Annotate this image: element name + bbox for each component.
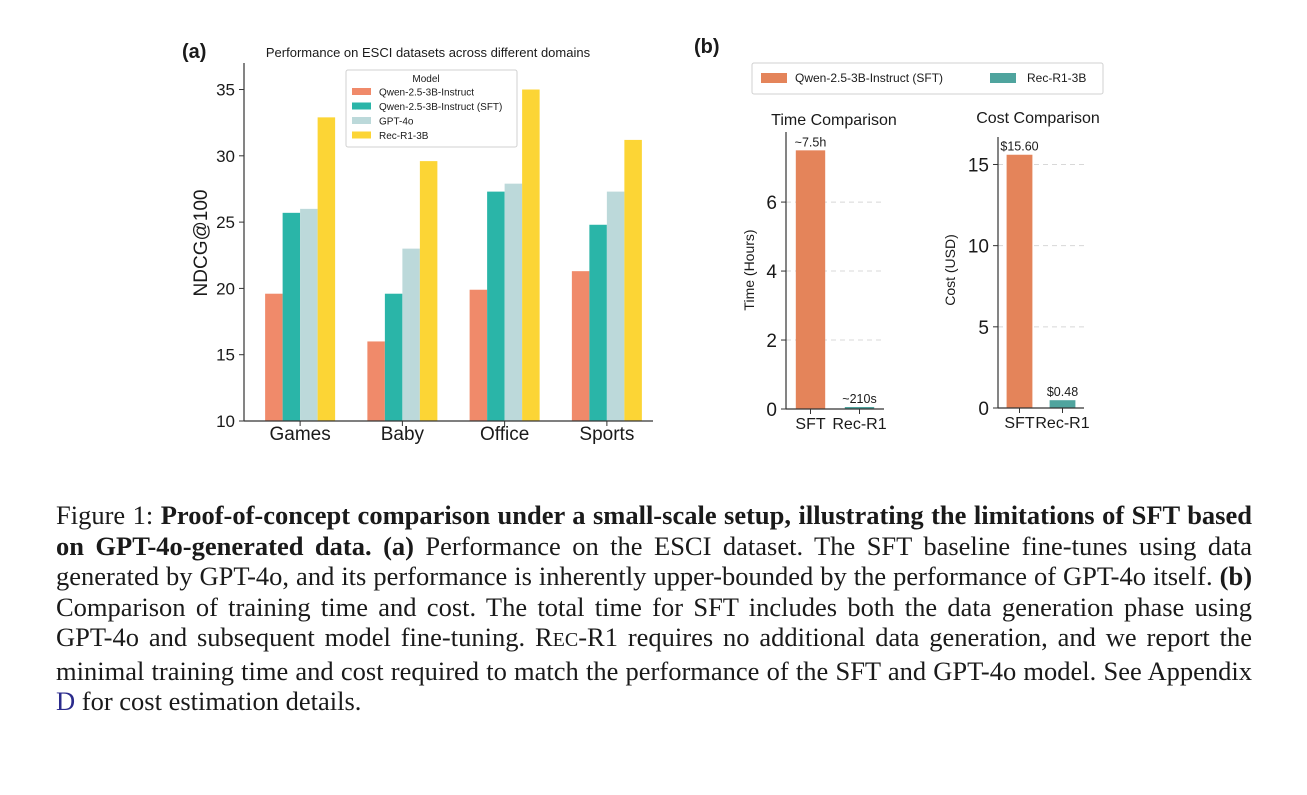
b2-category-label: Rec-R1 [1035,415,1089,432]
chart-a-ytick-label: 30 [216,147,235,166]
chart-a-bar [504,183,523,421]
b1-ytick-label: 0 [766,400,777,421]
chart-a-legend-label: Qwen-2.5-3B-Instruct (SFT) [379,102,502,113]
chart-a-bar [624,139,642,422]
chart-a-bar [282,212,301,421]
chart-a-legend-swatch [352,117,371,124]
chart-a-bar [469,289,488,421]
chart-a-category-label: Games [270,424,331,445]
chart-a: Performance on ESCI datasets across diff… [191,45,653,445]
caption-b-text-1: Comparison of training time and cost. Th… [56,591,1252,653]
b2-data-label: $0.48 [1047,385,1078,399]
chart-a-ylabel: NDCG@100 [191,190,212,297]
legend-label-recr1: Rec-R1-3B [1027,71,1086,85]
b2-ytick-label: 0 [978,399,989,420]
chart-cost: Cost Comparison Cost (USD) $15.60 $0.48 0… [942,110,1100,432]
b2-bar [1049,400,1076,408]
chart-a-bar [317,117,336,421]
panel-a-label: (a) [182,41,206,63]
caption-label: Figure 1: [56,500,154,530]
chart-a-legend-label: Qwen-2.5-3B-Instruct [379,88,474,99]
chart-a-legend-title: Model [412,74,439,85]
b1-data-label: ~7.5h [795,135,827,149]
b2-ytick-label: 15 [968,155,989,176]
chart-a-legend-swatch [352,88,371,95]
chart-a-category-label: Sports [579,424,634,445]
chart-a-bar [419,161,438,421]
legend-swatch-recr1 [990,73,1016,83]
chart-a-legend-swatch [352,102,371,110]
chart-a-ytick-label: 25 [216,213,235,232]
chart-cost-title: Cost Comparison [976,110,1100,127]
chart-a-bar [402,248,420,421]
b2-bar [1006,154,1033,408]
b2-category-label: SFT [1004,415,1034,432]
chart-a-ytick-label: 20 [216,279,235,298]
chart-a-title: Performance on ESCI datasets across diff… [266,45,591,60]
b1-category-label: SFT [795,416,825,433]
chart-a-legend-label: Rec-R1-3B [379,131,429,142]
chart-cost-ylabel: Cost (USD) [942,234,958,306]
chart-time-title: Time Comparison [771,112,897,129]
chart-time-ylabel: Time (Hours) [741,229,757,310]
b1-ytick-label: 4 [766,262,777,283]
b1-bar [795,150,826,409]
caption-b-marker: (b) [1219,561,1253,591]
figure-caption: Figure 1: Proof-of-concept comparison un… [56,500,1252,717]
b2-ytick-label: 5 [978,318,989,339]
chart-a-bar [522,89,540,421]
legend-label-sft: Qwen-2.5-3B-Instruct (SFT) [795,71,943,85]
chart-a-ytick-label: 15 [216,346,235,365]
chart-a-bar [571,271,590,421]
caption-title: Proof-of-concept comparison under a smal… [56,500,1252,561]
b2-ytick-label: 10 [968,237,989,258]
b1-category-label: Rec-R1 [832,416,886,433]
chart-a-bar [589,224,607,421]
chart-a-category-label: Baby [381,424,425,445]
caption-a-marker: (a) [383,530,414,561]
chart-a-bar [300,208,318,421]
caption-a-text: Performance on the ESCI dataset. The SFT… [56,530,1253,592]
figure-panels: (a) (b) Performance on ESCI datasets acr… [182,36,1104,445]
chart-a-ytick-label: 10 [216,412,235,431]
chart-a-bar [384,293,403,421]
chart-a-bar [606,191,625,421]
b1-ytick-label: 6 [766,193,777,214]
b1-bar [844,406,875,409]
caption-recr1: REC-R1 [534,622,618,652]
panel-b-label: (b) [694,36,720,58]
chart-b-legend: Qwen-2.5-3B-Instruct (SFT) Rec-R1-3B [751,62,1104,95]
chart-a-legend-label: GPT-4o [379,117,414,128]
caption-b-text-3: for cost estimation details. [81,686,362,716]
chart-a-ytick-label: 35 [216,81,235,100]
chart-a-category-label: Office [480,424,529,445]
b1-data-label: ~210s [842,392,876,406]
chart-a-bar [487,191,505,421]
chart-a-bar [367,341,385,421]
chart-a-legend-swatch [352,131,371,139]
legend-swatch-sft [761,73,787,83]
chart-time: Time Comparison Time (Hours) ~7.5h~210s … [741,112,897,433]
b1-ytick-label: 2 [766,331,777,352]
appendix-link[interactable]: D [56,686,76,716]
chart-a-bar [265,293,283,421]
chart-a-legend: Model Qwen-2.5-3B-Instruct Qwen-2.5-3B-In… [345,69,518,148]
b2-data-label: $15.60 [1000,140,1038,154]
caption-b-text-2: requires no additional data generation, … [56,622,1253,686]
